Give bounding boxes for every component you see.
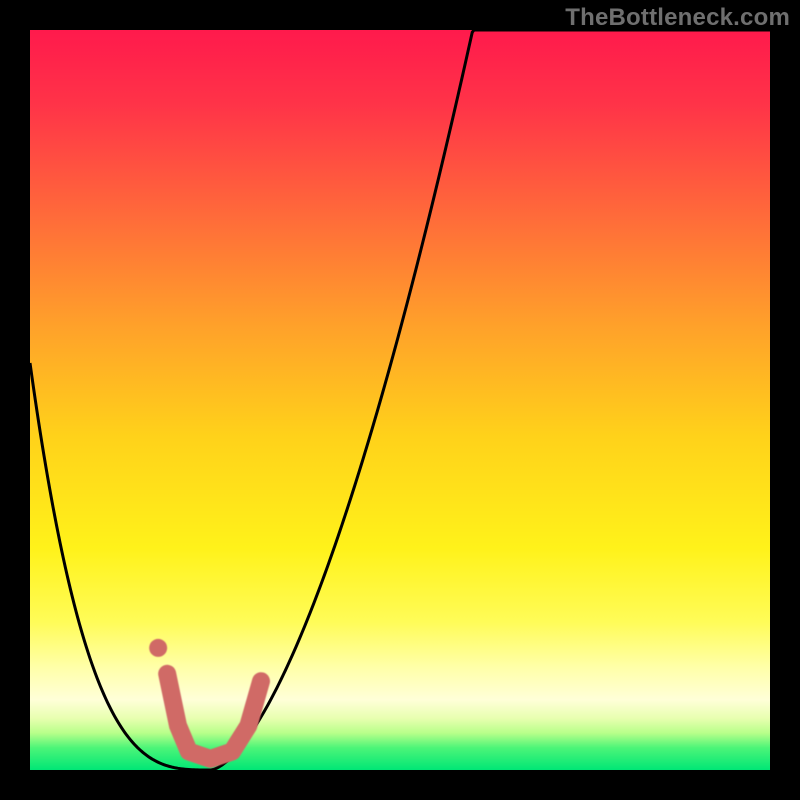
watermark-text: TheBottleneck.com: [565, 4, 790, 32]
valley-dot: [149, 639, 167, 657]
chart-svg: [0, 0, 800, 800]
plot-gradient: [30, 30, 770, 770]
chart-canvas: TheBottleneck.com: [0, 0, 800, 800]
